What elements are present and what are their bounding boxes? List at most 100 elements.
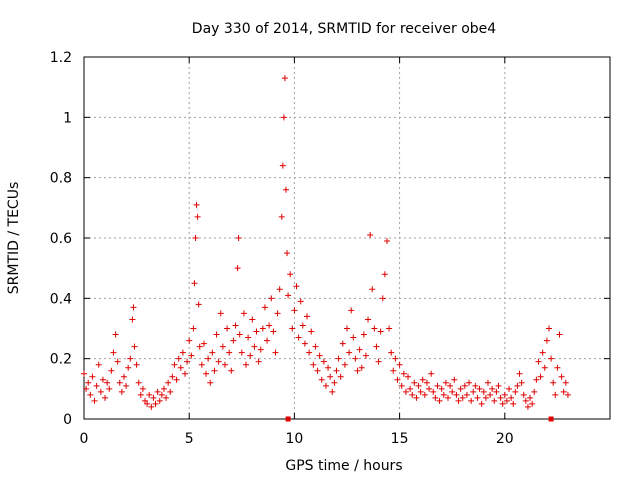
data-point xyxy=(232,322,239,329)
data-point xyxy=(430,388,437,395)
data-point xyxy=(281,75,288,82)
data-point xyxy=(156,397,163,404)
data-point xyxy=(409,391,416,398)
data-point xyxy=(375,358,382,365)
x-tick-label: 0 xyxy=(80,431,89,447)
data-point xyxy=(148,403,155,410)
data-point xyxy=(209,349,216,356)
data-point xyxy=(398,382,405,389)
data-point xyxy=(193,201,200,208)
y-tick-label: 0.8 xyxy=(50,171,72,187)
data-point xyxy=(449,388,456,395)
data-point xyxy=(442,379,449,386)
data-point xyxy=(333,367,340,374)
data-point xyxy=(270,328,277,335)
data-point xyxy=(352,355,359,362)
data-point xyxy=(350,334,357,341)
data-point xyxy=(539,349,546,356)
data-point xyxy=(247,352,254,359)
data-point xyxy=(150,394,157,401)
data-point xyxy=(207,379,214,386)
data-point xyxy=(444,394,451,401)
x-tick-label: 20 xyxy=(496,431,514,447)
data-point xyxy=(213,331,220,338)
data-point xyxy=(127,355,134,362)
data-point xyxy=(205,355,212,362)
data-point xyxy=(394,376,401,383)
data-point xyxy=(531,388,538,395)
y-tick-label: 0 xyxy=(63,412,72,428)
data-point xyxy=(341,361,348,368)
data-point xyxy=(337,373,344,380)
data-point xyxy=(457,385,464,392)
data-point xyxy=(360,331,367,338)
data-point xyxy=(383,238,390,245)
data-point xyxy=(322,382,329,389)
data-point xyxy=(110,349,117,356)
data-point xyxy=(386,325,393,332)
data-point xyxy=(417,388,424,395)
data-point xyxy=(482,394,489,401)
data-point xyxy=(346,349,353,356)
data-point xyxy=(135,379,142,386)
data-point xyxy=(320,358,327,365)
data-point xyxy=(369,286,376,293)
data-point xyxy=(543,337,550,344)
data-point xyxy=(131,343,138,350)
data-point xyxy=(478,400,485,407)
x-tick-label: 10 xyxy=(285,431,303,447)
data-point xyxy=(257,346,264,353)
data-point xyxy=(506,385,513,392)
data-point xyxy=(240,310,247,317)
data-point xyxy=(236,331,243,338)
data-point xyxy=(194,213,201,220)
y-axis-label: SRMTID / TECUs xyxy=(6,182,22,295)
data-point xyxy=(329,388,336,395)
data-point xyxy=(476,385,483,392)
data-point xyxy=(89,373,96,380)
data-point xyxy=(392,355,399,362)
data-point xyxy=(426,385,433,392)
data-point xyxy=(373,343,380,350)
data-point xyxy=(432,394,439,401)
data-point xyxy=(91,397,98,404)
data-point xyxy=(304,313,311,320)
data-point xyxy=(181,370,188,377)
data-point xyxy=(415,382,422,389)
data-point xyxy=(327,373,334,380)
data-point xyxy=(125,364,132,371)
y-tick-label: 0.4 xyxy=(50,291,72,307)
data-point xyxy=(400,370,407,377)
data-point xyxy=(354,367,361,374)
data-point xyxy=(276,286,283,293)
data-point xyxy=(331,379,338,386)
data-point xyxy=(503,397,510,404)
data-point xyxy=(93,382,100,389)
data-point xyxy=(226,349,233,356)
data-point xyxy=(274,310,281,317)
data-point xyxy=(451,376,458,383)
data-point xyxy=(339,340,346,347)
data-point xyxy=(501,391,508,398)
data-point xyxy=(224,325,231,332)
data-point xyxy=(514,382,521,389)
data-point xyxy=(487,391,494,398)
data-point xyxy=(411,379,418,386)
data-point xyxy=(512,388,519,395)
data-point xyxy=(272,349,279,356)
data-point xyxy=(348,307,355,314)
data-point xyxy=(169,373,176,380)
data-point xyxy=(344,325,350,332)
data-point xyxy=(299,322,306,329)
data-point xyxy=(436,397,443,404)
data-point xyxy=(95,361,102,368)
data-point xyxy=(108,367,115,374)
data-point xyxy=(133,361,140,368)
data-point xyxy=(453,391,460,398)
data-point xyxy=(480,388,487,395)
data-point xyxy=(495,382,502,389)
data-point xyxy=(230,337,237,344)
data-point xyxy=(129,316,136,323)
data-point xyxy=(545,325,552,332)
data-point xyxy=(558,373,565,380)
